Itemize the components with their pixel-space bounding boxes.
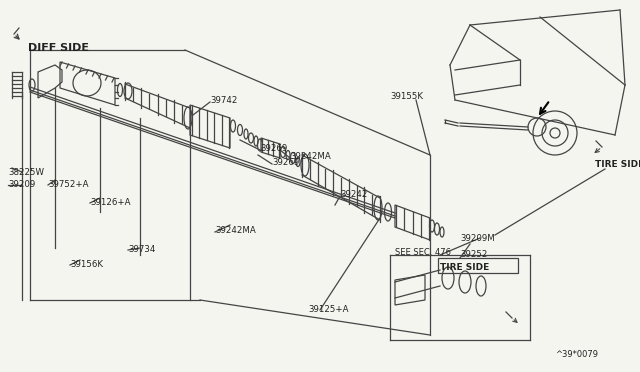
Text: 39269: 39269 xyxy=(272,158,300,167)
Text: 39742: 39742 xyxy=(210,96,237,105)
Text: TIRE SIDE: TIRE SIDE xyxy=(595,160,640,169)
Text: SEE SEC. 476: SEE SEC. 476 xyxy=(395,248,451,257)
Text: 39269: 39269 xyxy=(260,144,287,153)
Text: 39242MA: 39242MA xyxy=(215,226,256,235)
Text: TIRE SIDE: TIRE SIDE xyxy=(440,263,489,272)
Text: 39242MA: 39242MA xyxy=(290,152,331,161)
Bar xyxy=(438,258,518,273)
Text: 39126+A: 39126+A xyxy=(90,198,131,207)
Text: 39252: 39252 xyxy=(460,250,488,259)
Text: 39209M: 39209M xyxy=(460,234,495,243)
Text: 39242: 39242 xyxy=(340,190,367,199)
Text: 39209: 39209 xyxy=(8,180,35,189)
Text: 39752+A: 39752+A xyxy=(48,180,88,189)
Text: 38225W: 38225W xyxy=(8,168,44,177)
Text: ^39*0079: ^39*0079 xyxy=(555,350,598,359)
Text: 39734: 39734 xyxy=(128,245,156,254)
Text: 39156K: 39156K xyxy=(70,260,103,269)
Text: 39155K: 39155K xyxy=(390,92,423,101)
Text: DIFF SIDE: DIFF SIDE xyxy=(28,43,89,53)
Text: 39125+A: 39125+A xyxy=(308,305,349,314)
